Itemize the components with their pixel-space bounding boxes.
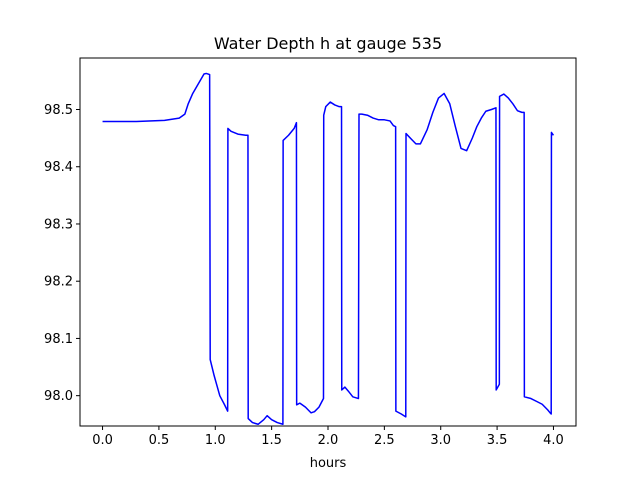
x-tick-label: 3.5 (487, 433, 508, 448)
x-tick-label: 2.5 (374, 433, 395, 448)
x-tick-label: 3.0 (430, 433, 451, 448)
x-tick-label: 0.0 (92, 433, 113, 448)
y-tick-label: 98.4 (44, 160, 73, 175)
x-tick-label: 0.5 (149, 433, 170, 448)
x-axis-label: hours (310, 456, 347, 471)
x-tick-label: 1.5 (261, 433, 282, 448)
chart-title: Water Depth h at gauge 535 (214, 34, 442, 53)
plot-layer (102, 72, 555, 426)
x-tick-label: 1.0 (205, 433, 226, 448)
y-axis-ticks: 98.0 98.1 98.2 98.3 98.4 98.5 (44, 103, 80, 404)
y-tick-label: 98.3 (44, 217, 73, 232)
plot-frame (79, 57, 577, 427)
y-tick-label: 98.5 (44, 103, 73, 118)
x-tick-label: 2.0 (318, 433, 339, 448)
y-tick-label: 98.1 (44, 332, 73, 347)
series-line-0 (102, 72, 555, 426)
x-axis-ticks: 0.0 0.5 1.0 1.5 2.0 2.5 3.0 3.5 4.0 (92, 426, 564, 448)
y-tick-label: 98.2 (44, 275, 73, 290)
y-tick-label: 98.0 (44, 389, 73, 404)
x-tick-label: 4.0 (543, 433, 564, 448)
